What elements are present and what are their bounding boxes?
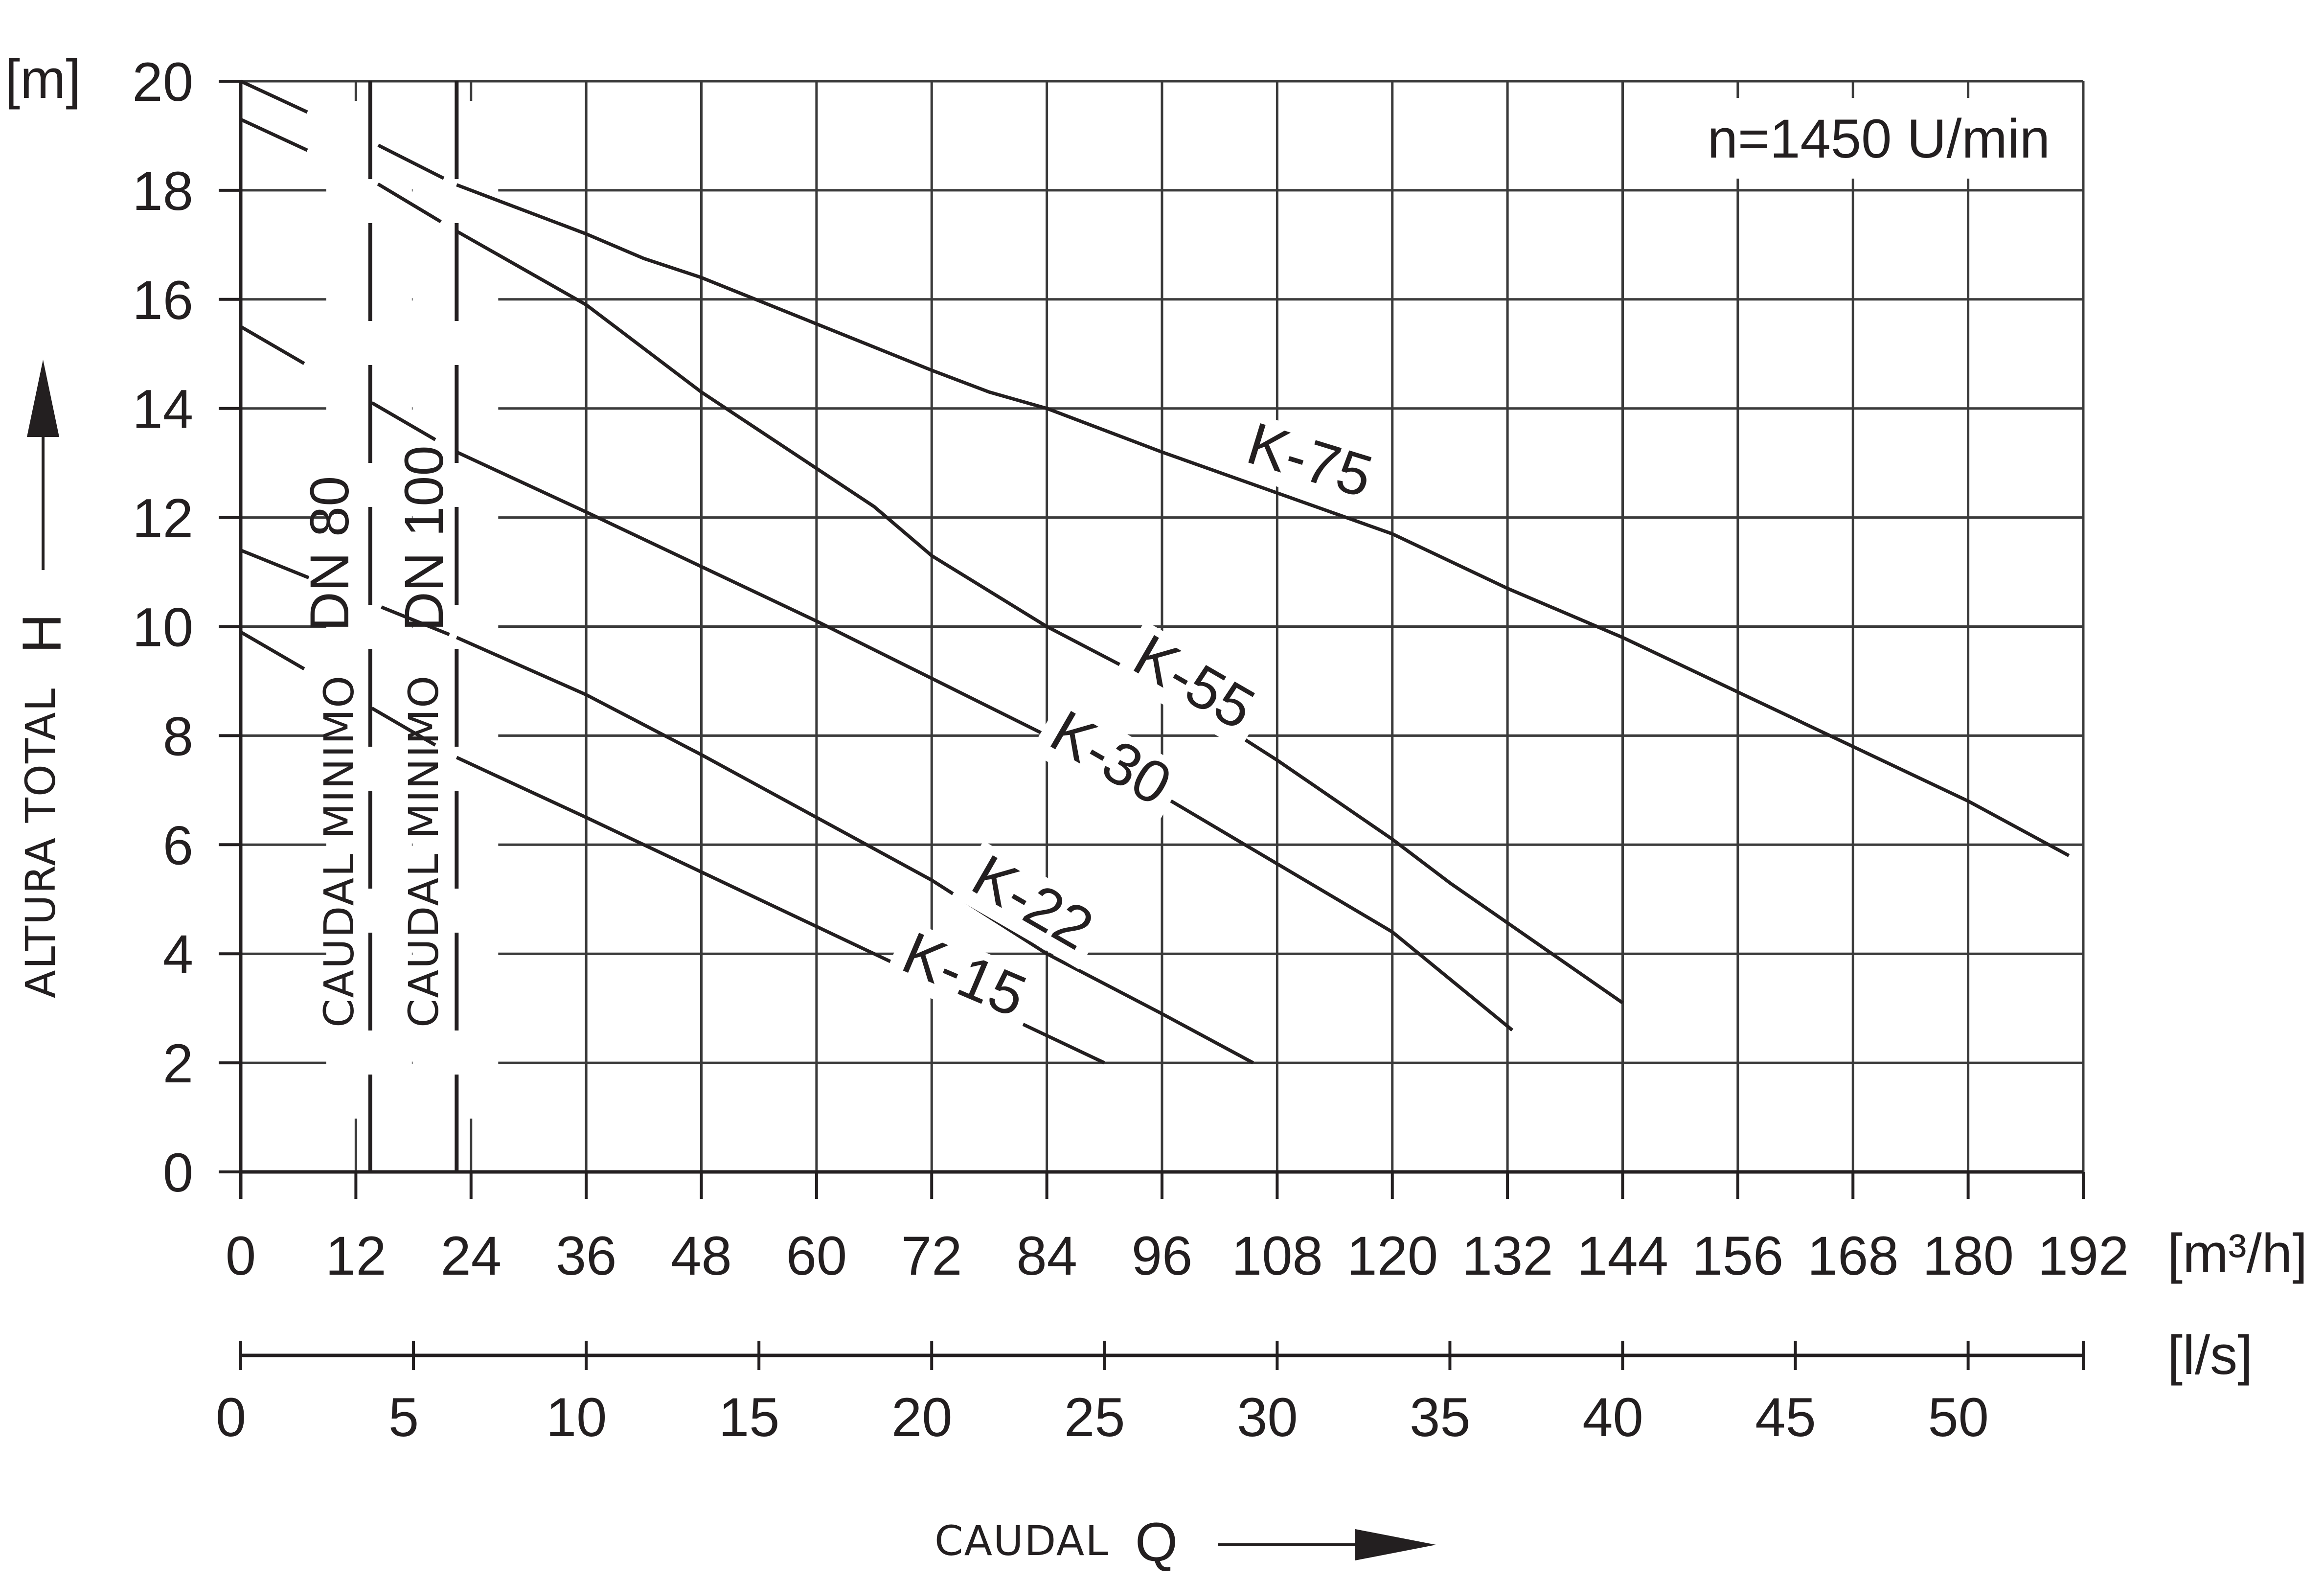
curve-k-30	[456, 450, 1514, 1031]
label-layer: K-75K-55K-30K-22K-15	[27, 360, 1436, 1560]
x-tick-label: 48	[671, 1225, 732, 1286]
x2-tick-label: 35	[1410, 1387, 1471, 1448]
x-tick-label: 96	[1132, 1225, 1193, 1286]
curve-k-55-dashed	[240, 117, 458, 233]
y-tick-label: 12	[132, 488, 193, 549]
y-tick-label: 6	[163, 815, 193, 876]
dn80-caption: CAUDAL MINIMO	[315, 675, 363, 1028]
curve-k-30-dashed	[240, 325, 458, 454]
series-label-bg	[883, 919, 1044, 1036]
y-unit-label: [m]	[5, 48, 81, 110]
y-tick-label: 8	[163, 706, 193, 767]
x-tick-label: 120	[1346, 1225, 1438, 1286]
speed-annotation: n=1450 U/min	[1708, 108, 2050, 169]
speed-annotation-bg	[1644, 98, 2074, 179]
x2-unit-label: [l/s]	[2167, 1325, 2253, 1386]
curve-k-75	[456, 183, 2070, 857]
min-flow-layer	[326, 81, 499, 1172]
x-tick-label: 84	[1016, 1225, 1077, 1286]
x-tick-label: 108	[1231, 1225, 1323, 1286]
y-tick-label: 4	[163, 924, 193, 985]
y-tick-label: 0	[163, 1142, 193, 1203]
x-tick-label: 0	[226, 1225, 256, 1286]
series-label-group: K-55	[1113, 620, 1272, 749]
x-tick-label: 180	[1922, 1225, 2014, 1286]
curve-k-22-dashed	[240, 549, 457, 640]
x2-tick-label: 5	[388, 1387, 419, 1448]
series-label-bg	[952, 841, 1111, 969]
dn80-label: DN 80	[299, 476, 360, 631]
series-label-k-15: K-15	[893, 919, 1035, 1030]
x2-tick-label: 50	[1928, 1387, 1989, 1448]
x-unit-label: [m³/h]	[2167, 1223, 2307, 1284]
x2-tick-label: 15	[719, 1387, 780, 1448]
x-tick-label: 168	[1807, 1225, 1899, 1286]
x-tick-label: 36	[556, 1225, 617, 1286]
x2-tick-label: 25	[1064, 1387, 1125, 1448]
x-tick-label: 60	[786, 1225, 847, 1286]
axis-layer: 0 12 24 36 48 60 72 84 96 108 120 132 144 156 168 180 19…	[132, 51, 2129, 1448]
series-label-group: K-30	[1030, 696, 1189, 825]
dn100-label: DN 100	[393, 445, 455, 631]
x-tick-label: 192	[2038, 1225, 2129, 1286]
y-axis-title: ALTURA TOTAL	[17, 687, 65, 998]
x-axis-symbol: Q	[1135, 1511, 1178, 1573]
series-label-bg	[1113, 620, 1272, 749]
curve-k-75-dashed	[240, 79, 457, 186]
y-tick-label: 20	[132, 51, 193, 113]
y-tick-label: 18	[132, 160, 193, 222]
x-tick-label: 72	[901, 1225, 962, 1286]
x-tick-label: 144	[1577, 1225, 1668, 1286]
x2-tick-label: 20	[891, 1387, 953, 1448]
x2-tick-label: 30	[1237, 1387, 1298, 1448]
y-tick-label: 10	[132, 597, 193, 658]
x-axis-title: CAUDAL	[934, 1517, 1109, 1565]
curve-k-15-dashed	[240, 630, 458, 759]
x-tick-label: 156	[1692, 1225, 1783, 1286]
curve-k-15	[456, 756, 1105, 1065]
x2-tick-label: 40	[1582, 1387, 1643, 1448]
x-tick-label: 132	[1462, 1225, 1553, 1286]
x-tick-label: 24	[440, 1225, 501, 1286]
y-arrow-head	[27, 360, 59, 437]
curve-k-22	[456, 636, 1254, 1065]
series-layer	[240, 79, 2070, 1065]
x-tick-label: 12	[325, 1225, 387, 1286]
y-tick-label: 16	[132, 270, 193, 331]
series-label-bg	[1229, 411, 1389, 515]
y-axis-symbol: H	[11, 614, 72, 653]
series-label-bg	[1030, 696, 1189, 825]
x2-tick-label: 45	[1755, 1387, 1816, 1448]
y-tick-label: 14	[132, 379, 193, 440]
x2-tick-label: 0	[216, 1387, 246, 1448]
x-arrow-head	[1355, 1529, 1436, 1560]
x2-tick-label: 10	[546, 1387, 607, 1448]
dn100-caption: CAUDAL MINIMO	[400, 675, 448, 1028]
curve-k-55	[456, 229, 1624, 1005]
y-tick-label: 2	[163, 1033, 193, 1094]
series-label-group: K-75	[1229, 410, 1389, 515]
